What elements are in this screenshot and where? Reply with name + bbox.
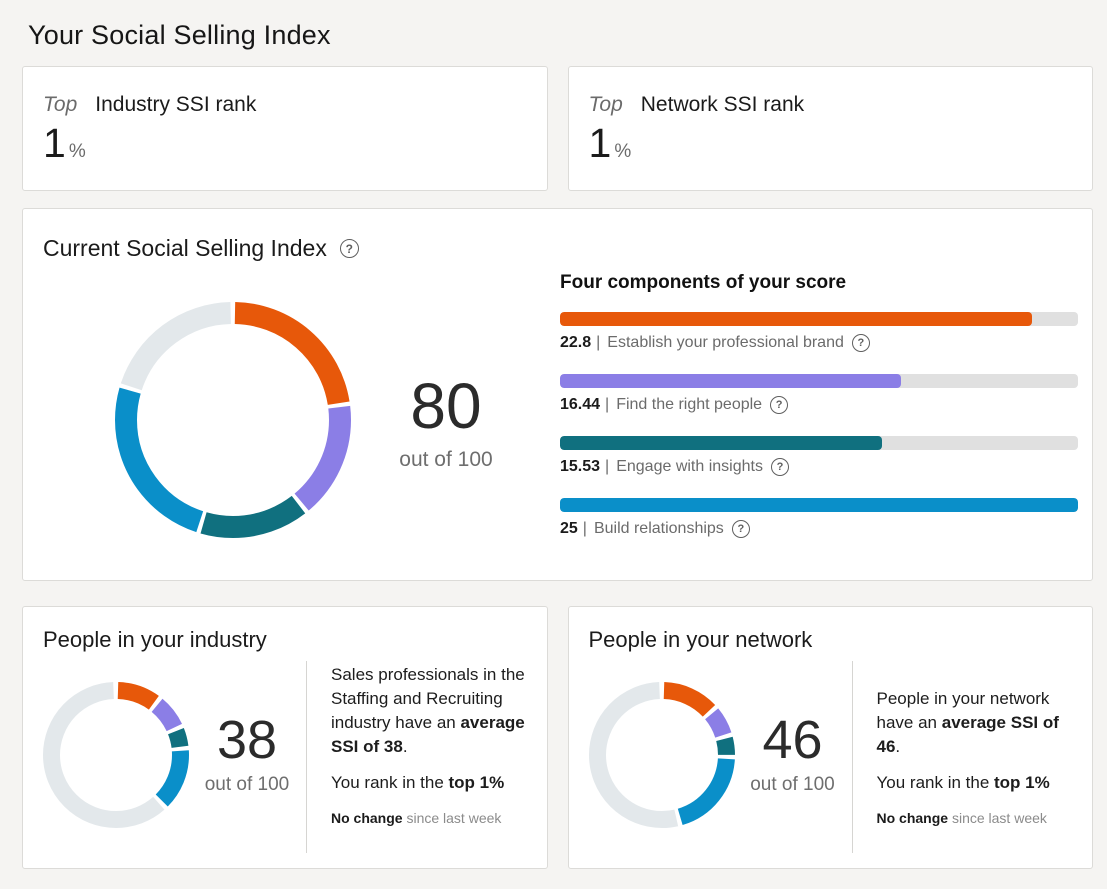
ssi-donut-chart [115,302,351,538]
network-average-score: 46 [762,710,823,770]
component-label-row: 22.8 | Establish your professional brand… [560,334,1078,352]
industry-rank-value: 1 % [43,120,527,166]
network-rank-card: Top Network SSI rank 1 % [567,66,1093,191]
industry-change-status: No change since last week [331,810,502,826]
component-bar-track [560,498,1078,512]
component-value: 25 [560,520,578,537]
network-summary: People in your network have an average S… [876,689,1059,756]
industry-comparison-card: People in your industry 38 out of 100 Sa… [22,606,548,869]
component-value: 16.44 [560,396,601,413]
network-rank-label: Network SSI rank [640,93,805,116]
network-rank-sentence: You rank in the top 1% [876,773,1050,792]
network-rank-value: 1 % [588,120,1073,166]
component-separator: | [605,458,610,475]
component-label: Build relationships [593,520,724,537]
industry-rank-number: 1 [43,120,66,166]
network-comparison-card: People in your network 46 out of 100 Peo… [567,606,1093,869]
network-change-status: No change since last week [876,810,1047,826]
ssi-dashboard: Your Social Selling Index Top Industry S… [22,20,1093,869]
industry-score-out-of: out of 100 [204,774,290,795]
industry-donut-chart [43,682,189,828]
vertical-divider [306,661,307,853]
component-separator: | [582,520,587,537]
industry-card-title: People in your industry [43,627,267,652]
score-components: Four components of your score 22.8 | Est… [560,270,1078,560]
network-score-block: 46 out of 100 [743,713,843,853]
component-bar-track [560,312,1078,326]
network-card-title: People in your network [588,627,813,652]
ssi-score-block: 80 out of 100 [381,374,511,472]
industry-card-body: 38 out of 100 Sales professionals in the… [43,661,547,853]
component-separator: | [596,334,601,351]
industry-rank-sentence: You rank in the top 1% [331,773,505,792]
current-ssi-body: 80 out of 100 Four components of your sc… [43,262,1078,560]
industry-rank-card: Top Industry SSI rank 1 % [22,66,548,191]
component-separator: | [605,396,610,413]
component-label: Find the right people [616,396,763,413]
current-ssi-title: Current Social Selling Index [43,235,327,261]
component-label: Establish your professional brand [607,334,844,351]
industry-average-score: 38 [216,710,278,770]
vertical-divider [851,661,853,853]
help-icon[interactable]: ? [731,520,750,538]
component-bar-track [560,436,1078,450]
industry-summary: Sales professionals in the Staffing and … [331,665,525,756]
industry-card-text: Sales professionals in the Staffing and … [331,661,539,853]
comparison-cards-row: People in your industry 38 out of 100 Sa… [22,606,1093,869]
component-label-row: 15.53 | Engage with insights ? [560,458,1078,476]
network-card-text: People in your network have an average S… [877,661,1085,853]
component-bar-fill-insights [560,436,882,450]
industry-rank-label: Industry SSI rank [95,93,257,116]
network-donut-chart [588,682,735,828]
network-rank-heading: Top Network SSI rank [589,93,1073,117]
network-rank-percent-sign: % [614,141,632,162]
network-rank-number: 1 [588,120,612,166]
component-bar-fill-relationships [560,498,1078,512]
component-label-row: 16.44 | Find the right people ? [560,396,1078,414]
current-ssi-title-row: Current Social Selling Index ? [43,235,1076,262]
network-score-out-of: out of 100 [750,774,835,795]
help-icon[interactable]: ? [770,458,789,476]
component-bar-track [560,374,1078,388]
help-icon[interactable]: ? [851,334,870,352]
ssi-score: 80 [410,370,482,442]
help-icon[interactable]: ? [339,239,359,258]
help-icon[interactable]: ? [770,396,789,414]
component-value: 15.53 [560,458,601,475]
ssi-score-out-of: out of 100 [399,448,493,471]
industry-score-block: 38 out of 100 [197,713,297,853]
network-card-body: 46 out of 100 People in your network hav… [588,661,1093,853]
component-bar-fill-brand [560,312,1033,326]
industry-rank-percent-sign: % [68,141,86,162]
component-label: Engage with insights [616,458,763,475]
industry-rank-heading: Top Industry SSI rank [43,93,527,117]
rank-cards-row: Top Industry SSI rank 1 % Top Network SS… [22,66,1093,191]
component-label-row: 25 | Build relationships ? [560,520,1078,538]
rank-top-label: Top [43,93,78,116]
rank-top-label: Top [588,93,623,116]
current-ssi-card: Current Social Selling Index ? 80 out of… [22,208,1093,581]
page-title: Your Social Selling Index [28,20,331,50]
component-bar-fill-people [560,374,901,388]
component-value: 22.8 [560,334,592,351]
components-title: Four components of your score [560,272,847,293]
